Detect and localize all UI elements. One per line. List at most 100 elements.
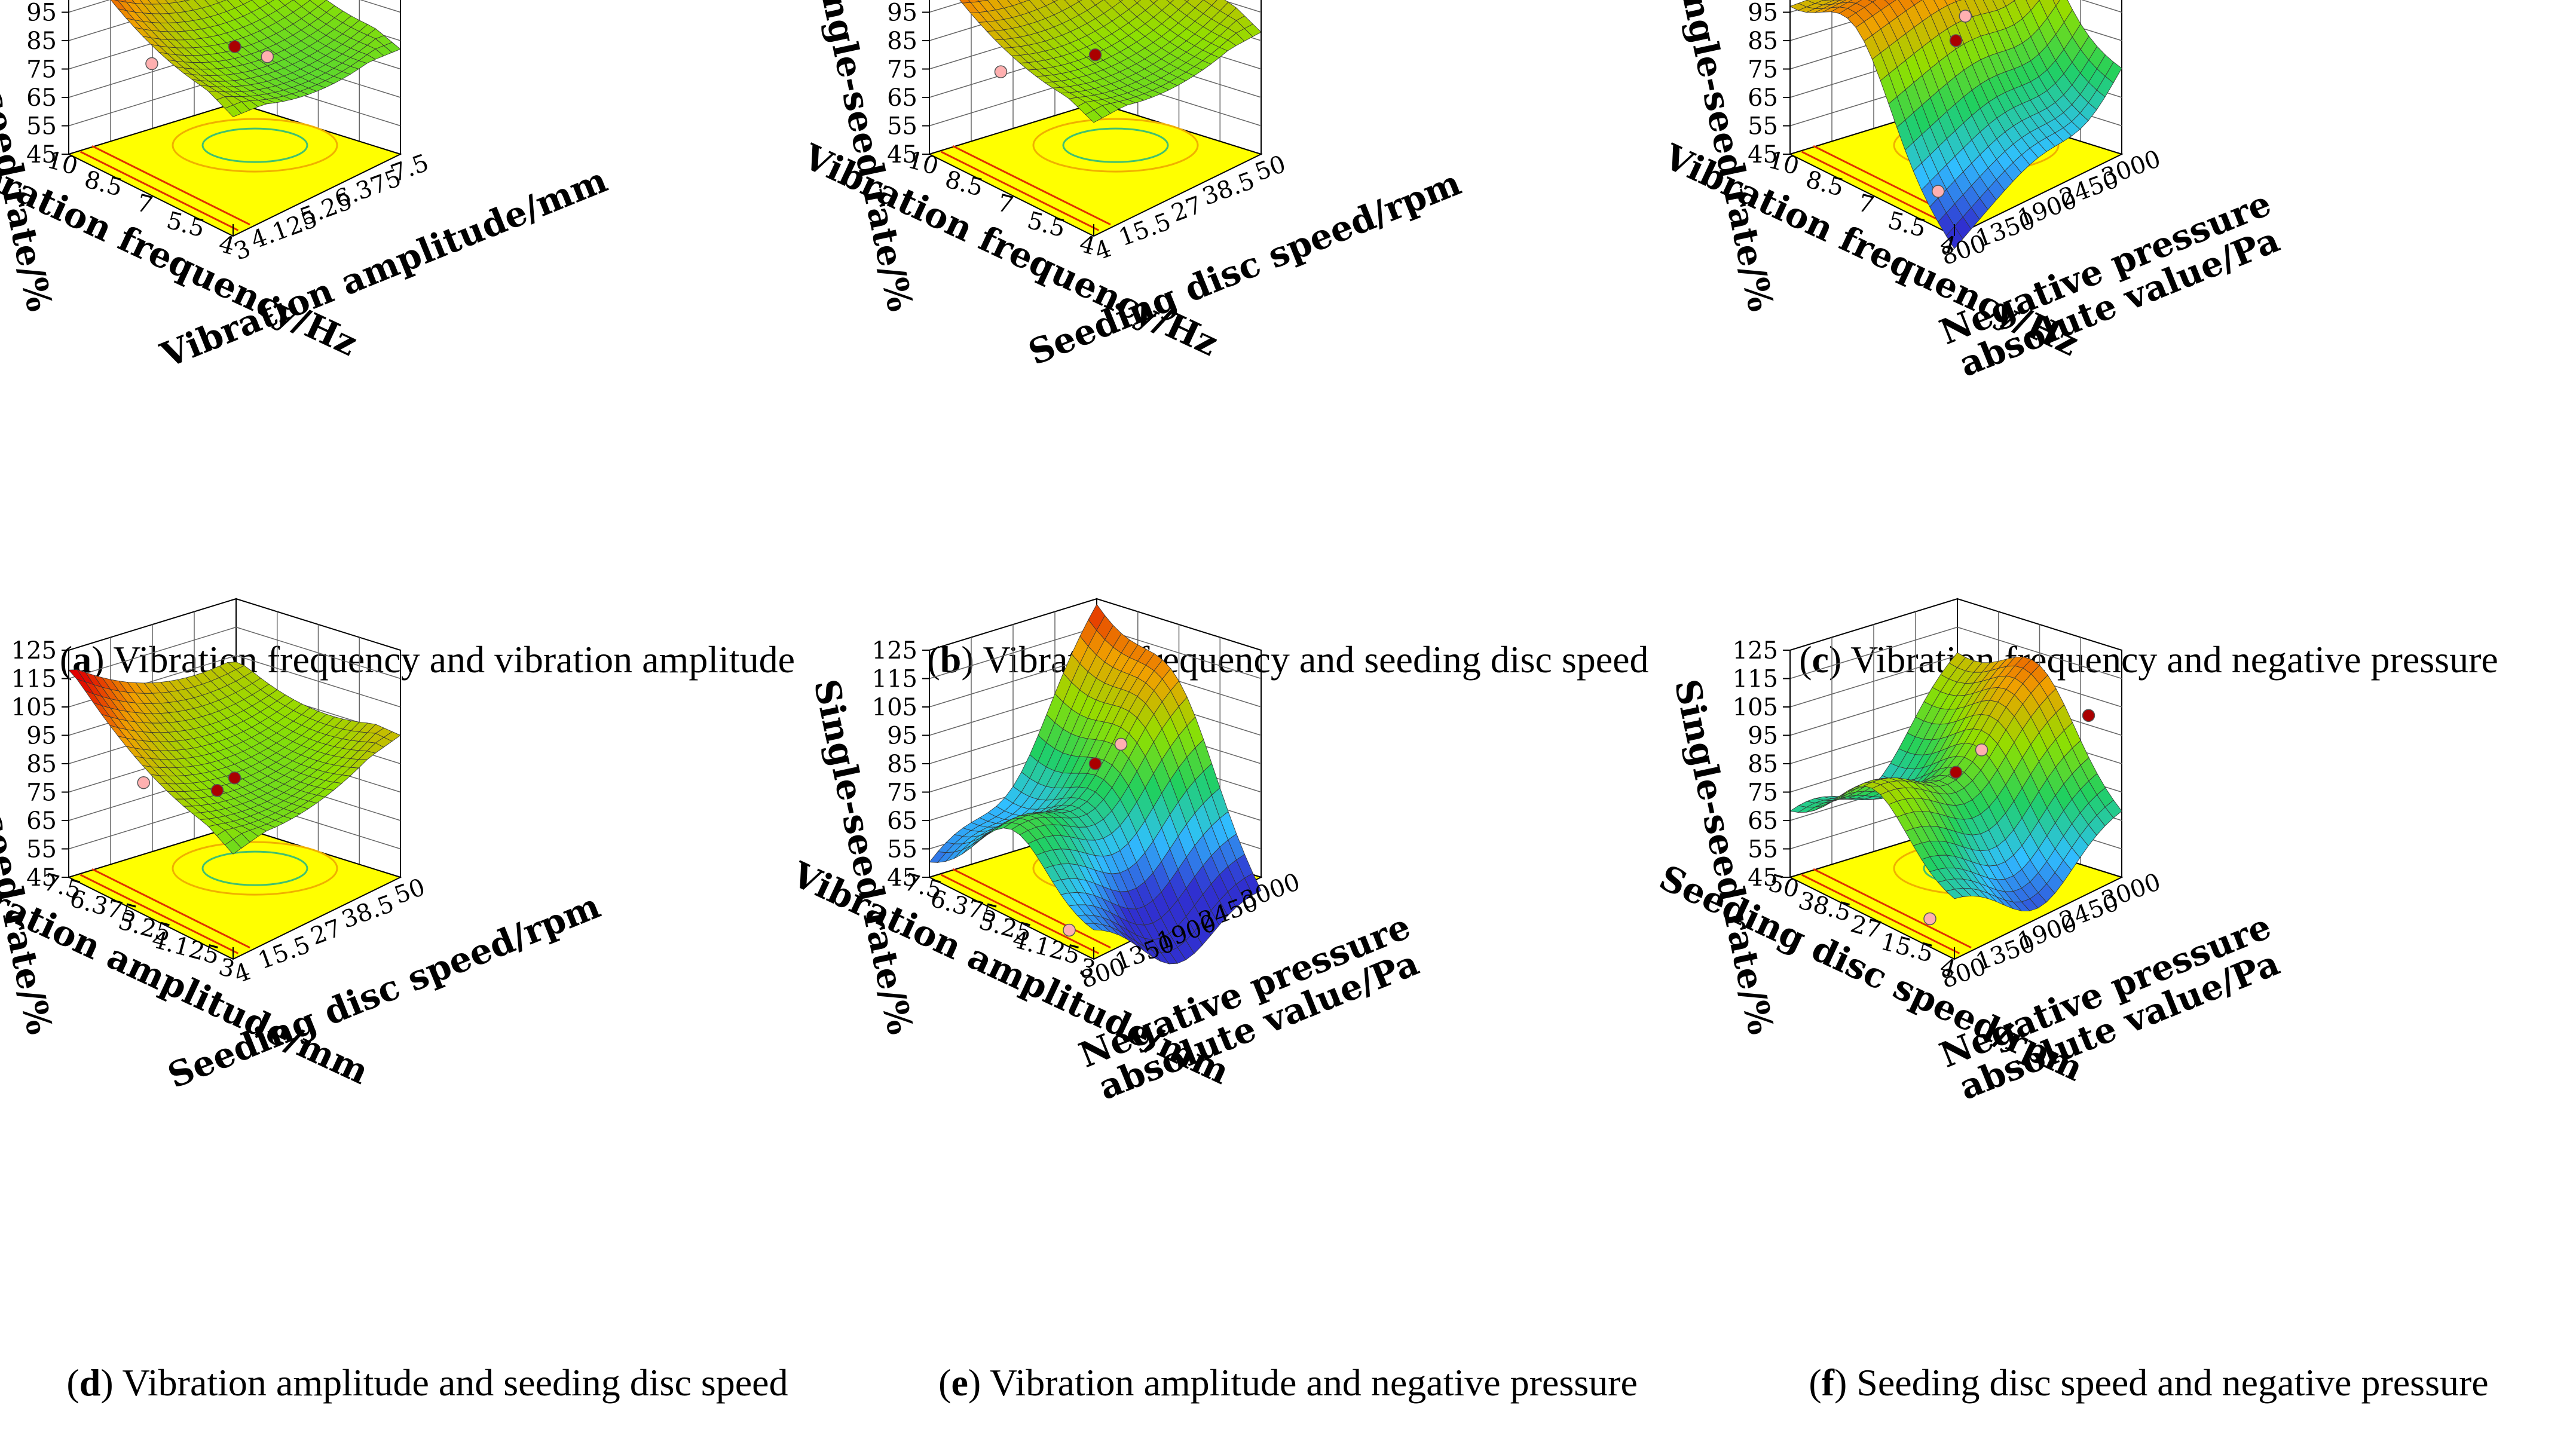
surface-cell <box>1184 0 1189 2</box>
z-tick-label: 55 <box>887 113 917 140</box>
data-point <box>145 57 158 71</box>
z-tick-label: 115 <box>872 666 917 693</box>
data-point <box>1088 48 1102 62</box>
surface-cell <box>1085 923 1103 931</box>
z-tick-label: 75 <box>887 56 917 84</box>
x-tick-label: 7.5 <box>901 868 945 905</box>
x-tick-label: 7 <box>1855 189 1877 219</box>
z-tick-label: 65 <box>887 807 917 835</box>
x-tick-label: 7.5 <box>41 868 84 905</box>
response-surface <box>929 604 1262 965</box>
data-point <box>1949 766 1963 779</box>
z-tick-label: 85 <box>887 751 917 778</box>
response-surface <box>959 0 1262 123</box>
contour-line <box>940 874 1100 954</box>
data-point <box>1088 757 1102 770</box>
z-tick-label: 75 <box>1748 779 1778 807</box>
z-tick-label: 75 <box>1748 56 1778 84</box>
x-tick-label: 7 <box>995 189 1016 219</box>
z-tick-label: 65 <box>1748 84 1778 112</box>
z-tick-label: 65 <box>887 84 917 112</box>
z-tick-label: 85 <box>887 27 917 55</box>
z-tick-label: 125 <box>1733 637 1778 665</box>
contour-line <box>940 151 1100 231</box>
contour-line <box>1813 868 1972 949</box>
z-tick-label: 55 <box>1748 836 1778 864</box>
data-point <box>2082 709 2095 722</box>
z-tick-label: 45 <box>26 141 57 169</box>
response-surface <box>1789 0 2122 249</box>
data-point <box>1959 10 1972 23</box>
data-point <box>1063 923 1076 937</box>
x-tick-label: 10 <box>1766 146 1802 181</box>
x-tick-label: 10 <box>905 146 941 181</box>
grid-line <box>1220 0 1262 13</box>
z-tick-label: 85 <box>26 751 57 778</box>
contour-line <box>201 127 308 163</box>
z-tick-label: 85 <box>1748 27 1778 55</box>
panel-caption: (d) Vibration amplitude and seeding disc… <box>66 1361 788 1404</box>
data-point <box>1932 185 1945 198</box>
grid-line <box>359 0 401 13</box>
z-tick-label: 75 <box>26 779 57 807</box>
z-tick-label: 45 <box>887 864 917 892</box>
y-tick-label: 4 <box>1091 235 1115 266</box>
caption-text: ) Seeding disc speed and negative pressu… <box>1834 1361 2489 1404</box>
response-surface <box>68 662 401 855</box>
z-tick-label: 85 <box>1748 751 1778 778</box>
contour-line <box>91 145 250 226</box>
contour-line <box>952 868 1111 949</box>
response-surface <box>110 0 401 117</box>
data-point <box>1114 737 1128 751</box>
contour-line <box>1801 874 1960 954</box>
data-point <box>228 40 241 53</box>
z-tick-label: 125 <box>872 637 917 665</box>
data-point <box>261 50 274 63</box>
surface-cell <box>1085 109 1103 123</box>
z-tick-label: 85 <box>26 27 57 55</box>
surface-cell <box>1166 0 1174 4</box>
data-point <box>1923 912 1936 926</box>
z-tick-label: 45 <box>887 141 917 169</box>
contour-line <box>79 874 239 954</box>
z-tick-label: 115 <box>1733 666 1778 693</box>
surface-cell <box>1149 0 1158 4</box>
z-tick-label: 65 <box>26 84 57 112</box>
data-point <box>210 784 224 797</box>
contour-line <box>79 151 239 231</box>
panel-caption: (e) Vibration amplitude and negative pre… <box>938 1361 1638 1404</box>
data-point <box>1949 34 1963 47</box>
z-tick-label: 75 <box>26 56 57 84</box>
z-tick-label: 65 <box>26 807 57 835</box>
grid-line <box>929 0 971 13</box>
grid-line <box>68 0 111 13</box>
contour-line <box>172 841 338 896</box>
x-tick-label: 50 <box>1766 869 1802 904</box>
contour-line <box>1062 127 1169 163</box>
surface-cell <box>2052 0 2060 7</box>
z-tick-label: 105 <box>11 694 57 721</box>
z-tick-label: 115 <box>11 666 57 693</box>
data-point <box>1975 743 1988 757</box>
z-tick-label: 105 <box>1733 694 1778 721</box>
panel-caption: (c) Vibration frequency and negative pre… <box>1799 638 2498 681</box>
contour-line <box>952 145 1111 226</box>
grid-line <box>2081 0 2122 13</box>
data-point <box>137 776 150 789</box>
z-tick-label: 65 <box>1748 807 1778 835</box>
data-point <box>228 771 241 785</box>
x-tick-label: 7 <box>134 189 155 219</box>
caption-text: ) Vibration frequency and vibration ampl… <box>91 638 795 681</box>
caption-letter: e <box>951 1361 968 1404</box>
contour-line <box>91 868 250 949</box>
caption-text: ) Vibration amplitude and seeding disc s… <box>100 1361 788 1404</box>
z-tick-label: 45 <box>26 864 57 892</box>
contour-floor <box>928 102 1263 237</box>
z-tick-label: 125 <box>11 637 57 665</box>
